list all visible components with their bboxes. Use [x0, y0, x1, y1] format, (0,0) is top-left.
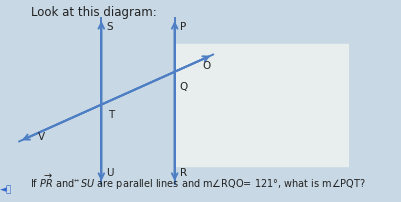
Text: ◄⦿: ◄⦿ [0, 185, 12, 194]
Text: U: U [107, 168, 114, 178]
Text: V: V [38, 132, 45, 142]
Text: T: T [107, 110, 114, 120]
Text: S: S [107, 22, 113, 32]
FancyBboxPatch shape [176, 44, 349, 166]
Text: Look at this diagram:: Look at this diagram: [31, 6, 157, 19]
Text: O: O [203, 61, 211, 71]
Text: P: P [180, 22, 186, 32]
Text: Q: Q [179, 82, 188, 92]
Text: R: R [180, 168, 187, 178]
Text: If $\overrightarrow{PR}$ and $\overleftrightarrow{SU}$ are parallel lines and m∠: If $\overrightarrow{PR}$ and $\overleftr… [30, 172, 366, 192]
